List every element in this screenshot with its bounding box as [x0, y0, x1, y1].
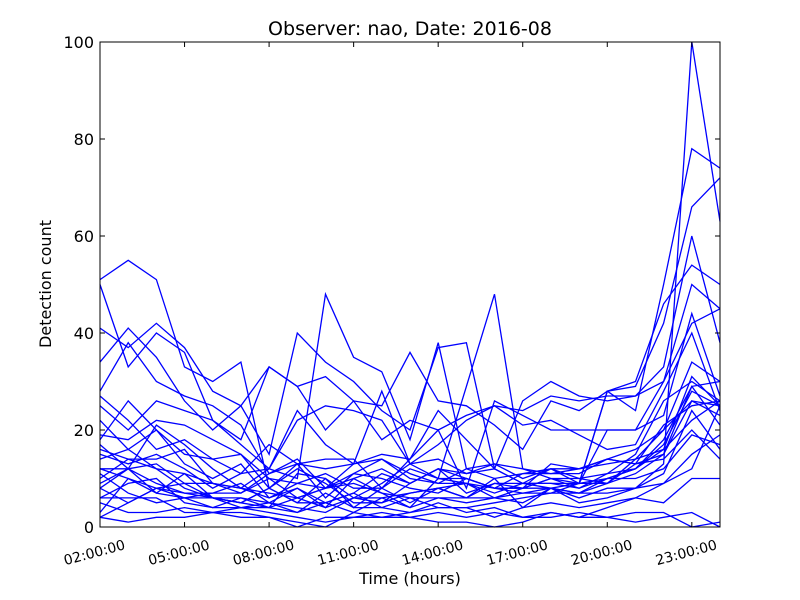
y-tick-label: 40	[74, 324, 94, 343]
series-line-6	[99, 264, 721, 451]
series-line-20	[99, 429, 721, 514]
x-axis-label: Time (hours)	[358, 569, 461, 588]
chart-title: Observer: nao, Date: 2016-08	[268, 18, 552, 40]
y-tick-label: 80	[74, 130, 94, 149]
series-line-8	[99, 283, 721, 490]
series-line-22	[99, 434, 721, 514]
series-line-15	[100, 375, 721, 499]
y-tick-label: 60	[74, 227, 94, 246]
series-line-18	[99, 380, 721, 504]
plot-frame	[99, 41, 721, 528]
series-line-3	[99, 177, 721, 485]
series-line-27	[99, 511, 721, 528]
y-tick-label: 20	[74, 421, 94, 440]
series-line-2	[99, 147, 721, 485]
series-line-23	[99, 409, 721, 514]
y-tick-label: 100	[63, 33, 94, 52]
series-layer	[99, 41, 721, 528]
y-tick-label: 0	[84, 518, 94, 537]
series-line-25	[100, 477, 720, 523]
series-line-14	[99, 361, 721, 499]
series-line-5	[99, 308, 721, 441]
y-axis-label: Detection count	[36, 220, 55, 348]
